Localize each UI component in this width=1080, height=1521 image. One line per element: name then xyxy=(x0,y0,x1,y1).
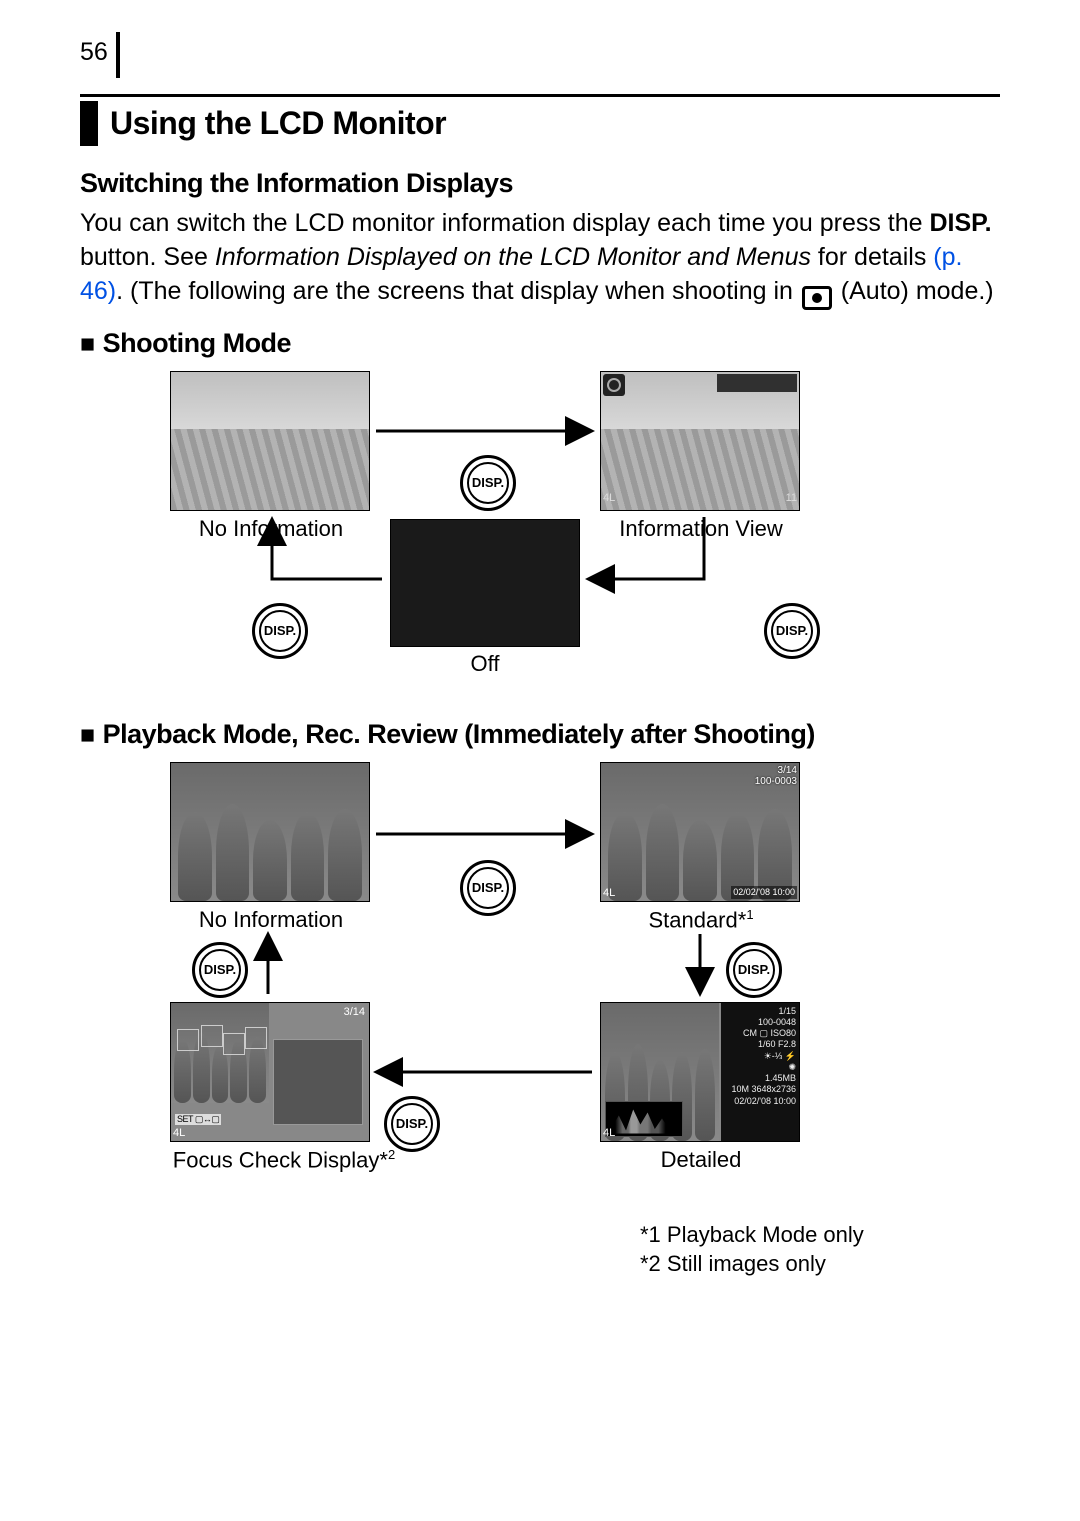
bullet-icon: ■ xyxy=(80,330,95,358)
intro-paragraph: You can switch the LCD monitor informati… xyxy=(80,207,1000,310)
intro-italic: Information Displayed on the LCD Monitor… xyxy=(215,243,811,271)
footnotes: *1 Playback Mode only *2 Still images on… xyxy=(80,1220,1000,1279)
arrows-playback xyxy=(160,762,920,1202)
heading-2: Switching the Information Displays xyxy=(80,168,1000,199)
footnote-2: *2 Still images only xyxy=(640,1249,1000,1279)
top-rule xyxy=(80,94,1000,97)
page-number-block: 56 xyxy=(80,32,1000,78)
heading-shooting-text: Shooting Mode xyxy=(103,328,291,358)
page-number: 56 xyxy=(80,32,120,78)
playback-diagram: 3/14 100-0003 02/02/'08 10:00 4L 3/14 SE… xyxy=(160,762,920,1202)
bullet-icon: ■ xyxy=(80,721,95,749)
intro-disp: DISP. xyxy=(930,209,992,237)
intro-t4: . (The following are the screens that di… xyxy=(116,277,800,305)
heading-shooting: ■ Shooting Mode xyxy=(80,328,1000,359)
footnote-1: *1 Playback Mode only xyxy=(640,1220,1000,1250)
intro-t1: You can switch the LCD monitor informati… xyxy=(80,209,930,237)
shooting-diagram: 4L 11 No Information Information View Of… xyxy=(160,371,920,701)
auto-mode-icon xyxy=(802,286,832,310)
arrow-right xyxy=(160,371,920,701)
intro-t5: (Auto) mode.) xyxy=(834,277,994,305)
intro-t2: button. See xyxy=(80,243,215,271)
heading-playback-text: Playback Mode, Rec. Review (Immediately … xyxy=(103,719,815,749)
intro-t3: for details xyxy=(811,243,933,271)
heading-playback: ■ Playback Mode, Rec. Review (Immediately… xyxy=(80,719,1000,750)
heading-1: Using the LCD Monitor xyxy=(80,101,1000,146)
